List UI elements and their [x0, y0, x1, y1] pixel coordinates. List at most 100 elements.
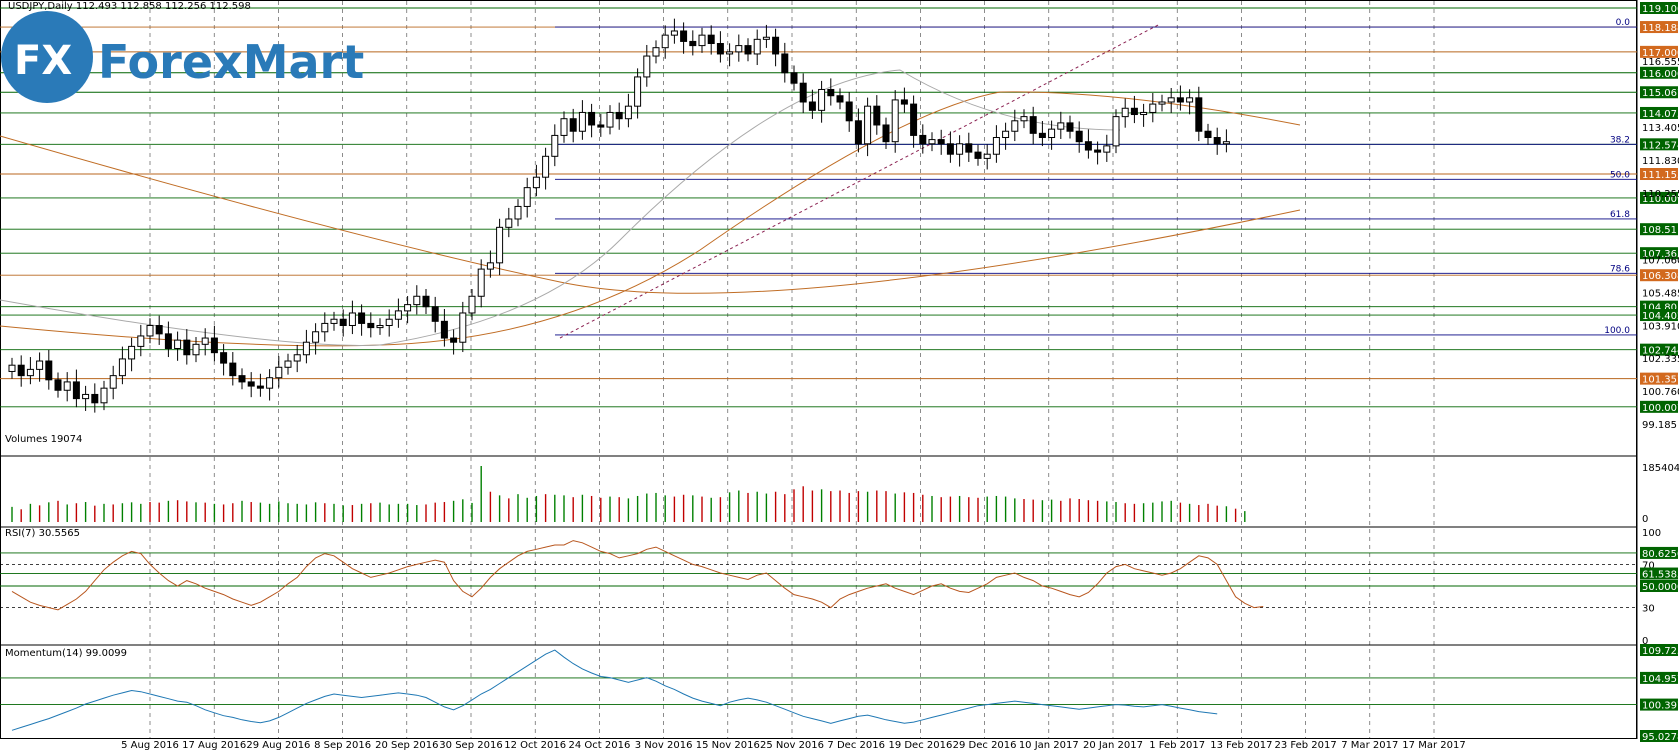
- x-tick-label: 1 Feb 2017: [1149, 740, 1205, 750]
- candle-up: [864, 105, 872, 145]
- candle-up: [330, 318, 338, 324]
- candle-up: [284, 360, 292, 368]
- price-tag-label: 107.363: [1642, 249, 1679, 260]
- x-tick-label: 5 Aug 2016: [121, 740, 179, 750]
- rsi-tick-label: 70: [1642, 560, 1655, 571]
- price-tag: [1640, 223, 1678, 236]
- candle-up: [477, 268, 485, 297]
- ma-short: [0, 69, 1121, 346]
- candle-down: [689, 40, 697, 47]
- candle-up: [496, 226, 504, 264]
- candle-up: [726, 51, 734, 55]
- candle-down: [422, 295, 430, 308]
- rsi-line: [11, 540, 1264, 611]
- momentum-tag: [1640, 730, 1678, 742]
- price-tag: [1640, 45, 1678, 58]
- candle-up: [1002, 130, 1010, 139]
- x-tick-label: 29 Aug 2016: [246, 740, 310, 750]
- candle-down: [744, 45, 752, 55]
- candle-down: [707, 34, 715, 45]
- momentum-line: [11, 649, 1218, 731]
- candle-up: [486, 262, 494, 270]
- candle-down: [1130, 107, 1138, 116]
- candle-up: [762, 36, 770, 40]
- candle-up: [624, 105, 632, 120]
- logo-mark: FX: [14, 38, 72, 84]
- candle-up: [82, 393, 90, 400]
- symbol-header: USDJPY,Daily 112.493 112.858 112.256 112…: [8, 1, 251, 12]
- price-tag: [1640, 247, 1678, 260]
- candle-up: [36, 360, 44, 370]
- candle-up: [698, 34, 706, 47]
- rsi-tag-label: 50.0000: [1642, 582, 1679, 593]
- vertical-grid: [149, 1, 1435, 738]
- price-tick-label: 102.335: [1642, 354, 1679, 365]
- candle-down: [799, 82, 807, 103]
- price-tag-label: 106.308: [1642, 271, 1679, 282]
- price-tag-label: 112.574: [1642, 140, 1679, 151]
- price-tag: [1640, 138, 1678, 151]
- price-tick-label: 110.255: [1642, 189, 1679, 200]
- candle-up: [348, 312, 356, 327]
- fib-label: 78.6: [1610, 264, 1630, 274]
- candle-down: [183, 339, 191, 356]
- candle-down: [431, 306, 439, 322]
- candles: [8, 18, 1230, 413]
- price-tag-label: 104.402: [1642, 311, 1679, 322]
- candle-down: [854, 120, 862, 145]
- candle-down: [1038, 132, 1046, 139]
- candle-down: [1195, 97, 1203, 132]
- candle-down: [1204, 130, 1212, 139]
- price-tag-label: 102.744: [1642, 346, 1679, 357]
- candle-up: [26, 368, 34, 377]
- x-tick-label: 15 Nov 2016: [696, 740, 760, 750]
- x-tick-label: 25 Nov 2016: [760, 740, 824, 750]
- candle-down: [1213, 137, 1221, 145]
- candle-down: [910, 103, 918, 136]
- price-tag-label: 117.000: [1642, 48, 1679, 59]
- forexmart-logo: FX ForexMart: [1, 11, 364, 103]
- candle-down: [1029, 116, 1037, 134]
- price-tag: [1640, 372, 1678, 385]
- candle-up: [109, 375, 117, 389]
- price-tag-label: 116.000: [1642, 69, 1679, 80]
- rsi-tick-label: 100: [1642, 528, 1661, 539]
- candle-down: [229, 362, 237, 377]
- fib-label: 0.0: [1616, 18, 1631, 28]
- candle-up: [404, 304, 412, 312]
- candle-up: [413, 295, 421, 306]
- candle-up: [1011, 120, 1019, 132]
- candle-up: [321, 322, 329, 333]
- x-tick-label: 8 Sep 2016: [314, 740, 371, 750]
- candle-down: [1075, 130, 1083, 143]
- candle-down: [827, 88, 835, 97]
- fib-label: 100.0: [1604, 326, 1630, 336]
- candle-up: [174, 339, 182, 349]
- candle-down: [882, 124, 890, 143]
- price-tag: [1640, 269, 1678, 282]
- price-tag: [1640, 106, 1678, 119]
- momentum-tag-label: 100.3972: [1642, 701, 1679, 712]
- candle-up: [661, 34, 669, 49]
- price-tag-label: 110.009: [1642, 194, 1679, 205]
- volume-bars: 185404 0: [11, 463, 1679, 525]
- candle-up: [302, 341, 310, 356]
- price-tag-label: 114.075: [1642, 109, 1679, 120]
- candle-up: [128, 345, 136, 360]
- candle-down: [1066, 122, 1074, 132]
- momentum-panel: 109.7250 104.9574 100.3972 95.0278: [0, 644, 1679, 743]
- candle-up: [956, 143, 964, 155]
- price-tick-label: 100.760: [1642, 387, 1679, 398]
- candle-up: [634, 76, 642, 107]
- x-tick-label: 17 Aug 2016: [182, 740, 246, 750]
- price-tag-label: 118.188: [1642, 23, 1679, 34]
- candle-up: [505, 218, 513, 228]
- candle-down: [155, 325, 163, 335]
- momentum-tag: [1640, 644, 1678, 656]
- rsi-tick-label: 30: [1642, 604, 1655, 615]
- x-tick-label: 24 Oct 2016: [568, 740, 630, 750]
- candle-up: [1112, 116, 1120, 147]
- candle-up: [1167, 97, 1175, 103]
- candle-up: [146, 325, 154, 337]
